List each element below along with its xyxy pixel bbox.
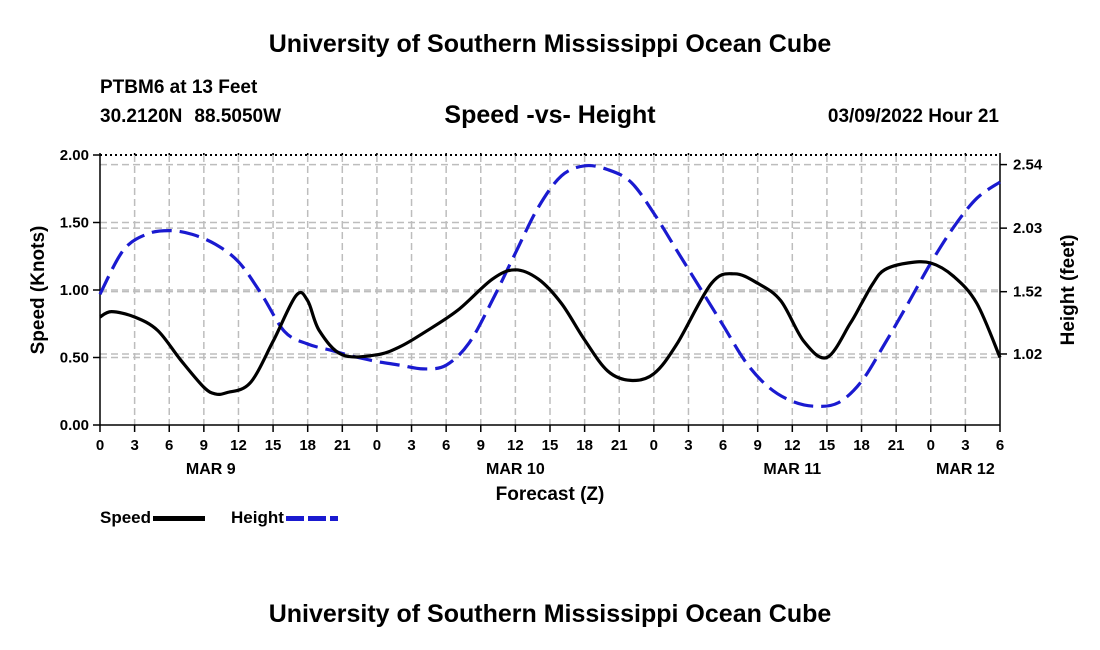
legend-speed: Speed	[100, 508, 206, 528]
longitude: 88.5050W	[194, 106, 282, 127]
x-tick-label: 6	[996, 437, 1004, 454]
x-axis-title: Forecast (Z)	[496, 484, 605, 505]
footer-title: University of Southern Mississippi Ocean…	[268, 600, 832, 628]
y-tick-label: 1.00	[60, 282, 89, 299]
x-tick-label: 6	[442, 437, 450, 454]
x-tick-label: 3	[407, 437, 415, 454]
x-tick-label: 9	[754, 437, 762, 454]
x-tick-label: 0	[927, 437, 935, 454]
legend-height: Height	[231, 508, 338, 528]
y2-tick-label: 2.54	[1013, 157, 1043, 174]
date-label: MAR 11	[763, 461, 821, 478]
y-tick-label: 0.50	[60, 350, 89, 367]
y-tick-label: 0.00	[60, 417, 89, 434]
y2-tick-label: 1.02	[1013, 346, 1042, 363]
date-label: MAR 10	[486, 461, 545, 478]
x-tick-label: 6	[165, 437, 173, 454]
y-tick-label: 2.00	[60, 147, 89, 164]
forecast-datetime: 03/09/2022 Hour 21	[827, 106, 999, 127]
y2-tick-label: 1.52	[1013, 284, 1042, 301]
x-tick-label: 18	[853, 437, 870, 454]
x-tick-label: 3	[684, 437, 692, 454]
x-tick-label: 0	[96, 437, 104, 454]
x-tick-label: 15	[542, 437, 559, 454]
x-tick-label: 12	[230, 437, 247, 454]
x-tick-label: 0	[373, 437, 381, 454]
legend-speed-swatch	[153, 516, 206, 522]
x-tick-label: 15	[819, 437, 836, 454]
x-tick-label: 21	[611, 437, 628, 454]
x-tick-label: 21	[334, 437, 351, 454]
x-tick-label: 15	[265, 437, 282, 454]
x-tick-label: 21	[888, 437, 905, 454]
station-name: PTBM6 at 13 Feet	[100, 77, 258, 98]
x-tick-label: 3	[130, 437, 138, 454]
y2-tick-label: 2.03	[1013, 220, 1042, 237]
x-tick-label: 3	[961, 437, 969, 454]
legend-speed-label: Speed	[100, 508, 152, 527]
x-tick-label: 9	[477, 437, 485, 454]
speed-series-line	[99, 260, 1002, 397]
x-tick-label: 18	[299, 437, 316, 454]
latitude: 30.2120N	[100, 106, 183, 127]
y2-axis-title: Height (feet)	[1058, 235, 1079, 346]
legend-height-swatch	[285, 516, 338, 522]
x-tick-label: 0	[650, 437, 658, 454]
x-tick-label: 18	[576, 437, 593, 454]
legend-height-label: Height	[231, 508, 284, 527]
date-label: MAR 12	[936, 461, 995, 478]
chart-title: University of Southern Mississippi Ocean…	[268, 30, 832, 58]
station-coordinates: 30.2120N 88.5050W	[100, 106, 281, 128]
x-tick-label: 6	[719, 437, 727, 454]
chart-subtitle: Speed -vs- Height	[444, 101, 656, 129]
x-tick-label: 12	[507, 437, 524, 454]
height-series-line	[98, 163, 1001, 408]
y-axis-title: Speed (Knots)	[28, 226, 49, 355]
date-label: MAR 9	[186, 461, 236, 478]
x-tick-label: 12	[784, 437, 801, 454]
x-tick-label: 9	[200, 437, 208, 454]
y-tick-label: 1.50	[60, 215, 89, 232]
